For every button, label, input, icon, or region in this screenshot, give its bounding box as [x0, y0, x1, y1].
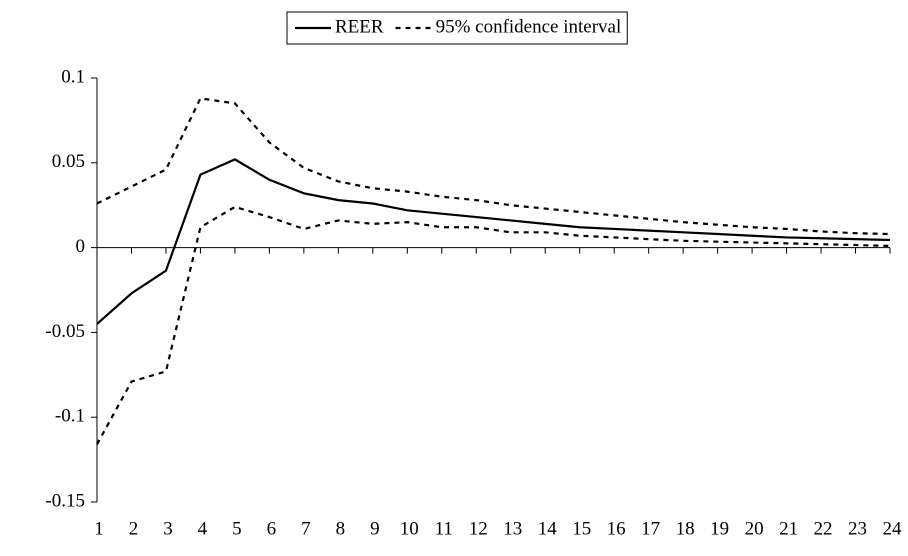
x-tick-label: 14	[538, 518, 558, 539]
y-tick-label: -0.1	[55, 406, 85, 427]
x-tick-label: 10	[400, 518, 419, 539]
x-tick-label: 6	[267, 518, 277, 539]
x-tick-label: 21	[779, 518, 798, 539]
x-tick-label: 13	[503, 518, 522, 539]
x-tick-label: 4	[198, 518, 208, 539]
x-tick-label: 1	[94, 518, 104, 539]
legend-label: 95% confidence interval	[436, 16, 622, 37]
x-tick-label: 20	[745, 518, 764, 539]
x-tick-label: 24	[883, 518, 903, 539]
y-tick-label: -0.15	[45, 490, 85, 511]
y-tick-label: 0	[76, 236, 86, 257]
series-line	[96, 97, 891, 236]
x-tick-label: 5	[232, 518, 242, 539]
x-tick-label: 2	[129, 518, 139, 539]
x-tick-label: 3	[163, 518, 173, 539]
x-tick-label: 16	[607, 518, 626, 539]
series-line	[96, 158, 891, 325]
x-tick-label: 23	[848, 518, 867, 539]
x-tick-label: 8	[336, 518, 346, 539]
x-tick-label: 15	[572, 518, 591, 539]
x-tick-label: 17	[641, 518, 660, 539]
legend-box	[286, 11, 628, 45]
legend-label: REER	[335, 16, 384, 37]
x-tick-label: 22	[814, 518, 833, 539]
x-tick-label: 7	[301, 518, 311, 539]
series-line	[96, 205, 891, 445]
x-tick-label: 9	[370, 518, 380, 539]
x-tick-label: 18	[676, 518, 695, 539]
y-tick-label: 0.1	[61, 66, 85, 87]
x-tick-label: 19	[710, 518, 729, 539]
y-tick-label: 0.05	[52, 151, 85, 172]
y-tick-label: -0.05	[45, 321, 85, 342]
x-tick-label: 12	[469, 518, 488, 539]
x-tick-label: 11	[435, 518, 453, 539]
